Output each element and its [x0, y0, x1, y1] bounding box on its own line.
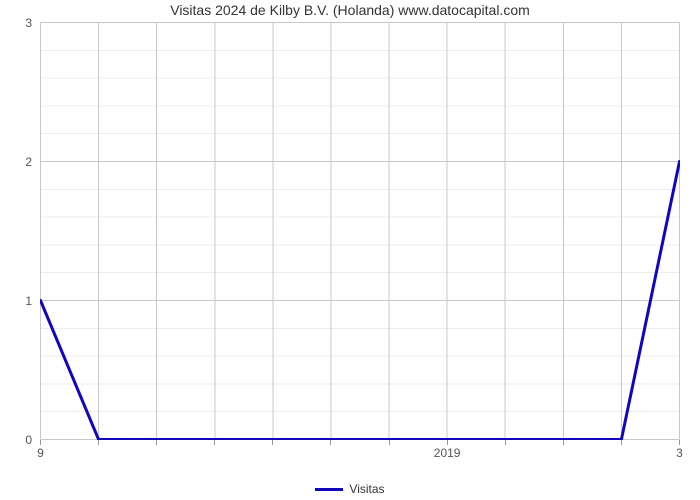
- x-tick-mark: [156, 440, 157, 445]
- legend-swatch: [315, 488, 343, 491]
- y-tick-label: 1: [12, 294, 32, 308]
- x-tick-label: 3: [676, 446, 683, 460]
- legend-label: Visitas: [349, 482, 384, 496]
- legend: Visitas: [0, 482, 700, 496]
- x-tick-mark: [330, 440, 331, 445]
- x-tick-mark: [98, 440, 99, 445]
- y-tick-label: 3: [12, 16, 32, 30]
- x-tick-label: 9: [37, 446, 44, 460]
- x-tick-mark: [505, 440, 506, 445]
- plot-area: [40, 22, 680, 440]
- x-tick-mark: [621, 440, 622, 445]
- chart-title: Visitas 2024 de Kilby B.V. (Holanda) www…: [0, 2, 700, 18]
- x-tick-mark: [272, 440, 273, 445]
- x-tick-mark: [389, 440, 390, 445]
- x-tick-mark: [563, 440, 564, 445]
- x-tick-mark: [214, 440, 215, 445]
- x-tick-label: 2019: [434, 446, 461, 460]
- x-tick-mark: [679, 440, 680, 445]
- y-tick-label: 2: [12, 155, 32, 169]
- chart-container: { "chart": { "type": "line", "title": "V…: [0, 0, 700, 500]
- x-tick-mark: [447, 440, 448, 445]
- x-tick-mark: [40, 440, 41, 445]
- y-tick-label: 0: [12, 433, 32, 447]
